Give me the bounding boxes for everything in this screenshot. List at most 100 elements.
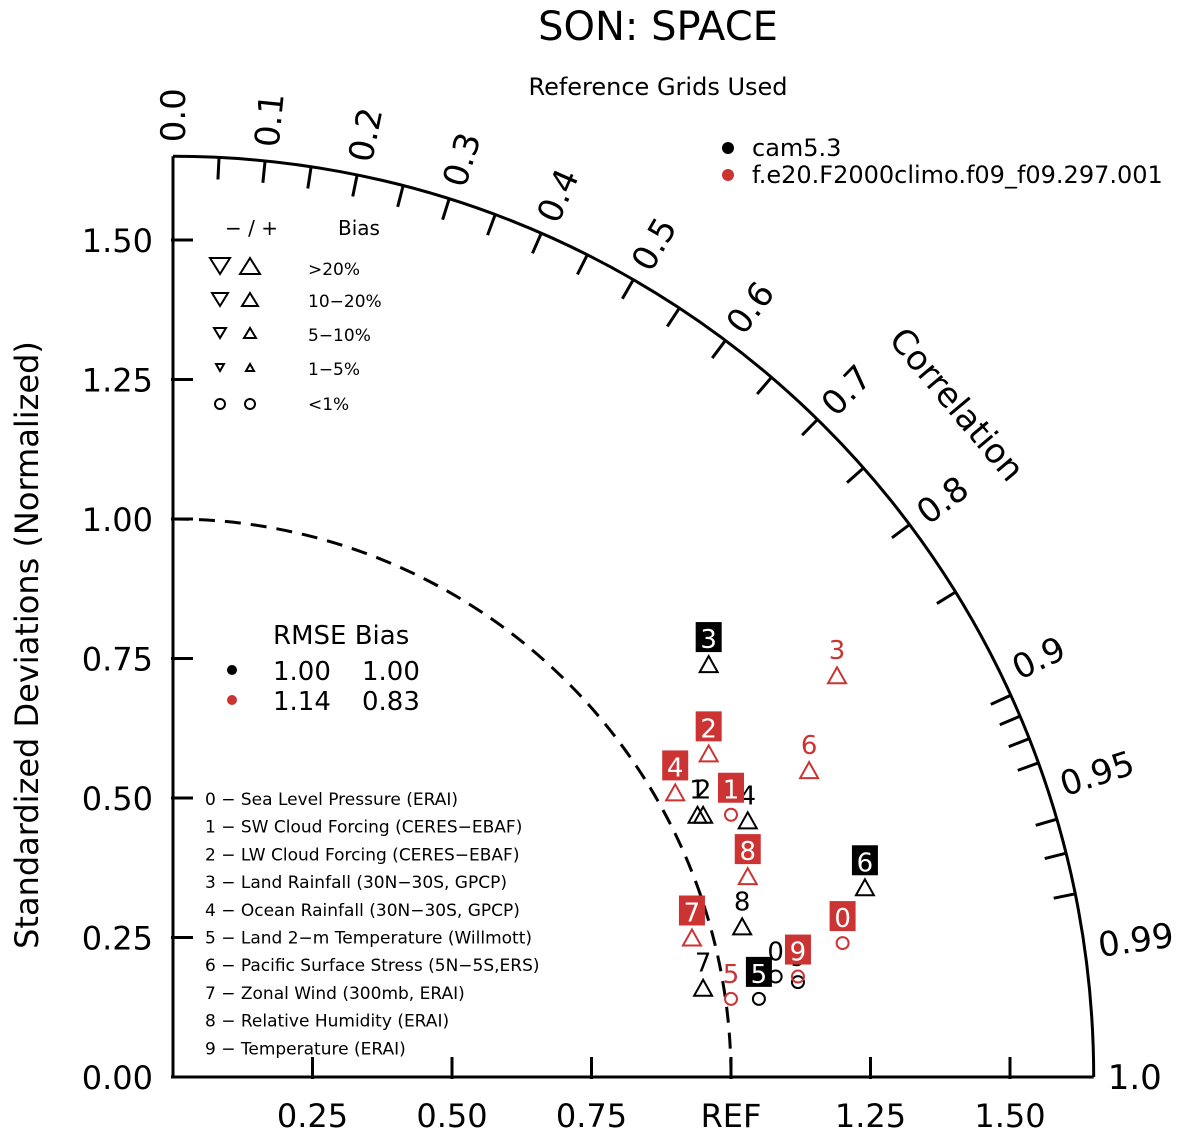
- rmse-value-cam: 1.00: [273, 657, 331, 687]
- bias-legend-row-5: <1%: [308, 395, 349, 415]
- y-tick-label: 1.25: [82, 362, 153, 400]
- point-label: 6: [801, 731, 818, 761]
- bias-legend: − / + Bias >20% 10−20% 5−10% 1−5% <1%: [208, 216, 382, 415]
- corr-tick-label: 0.1: [248, 91, 293, 149]
- correlation-label: Correlation: [881, 320, 1032, 489]
- corr-minor-tick: [990, 693, 1012, 706]
- bias-triangle-marker: [854, 877, 876, 897]
- reference-arc: [172, 517, 733, 1078]
- bias-circle-marker: [751, 991, 766, 1006]
- bias-circle-marker: [790, 975, 805, 990]
- rmse-dot-f: [227, 695, 237, 705]
- bias-legend-sign: − / +: [225, 216, 278, 240]
- point-label: 5: [751, 960, 768, 990]
- chart-title: SON: SPACE: [538, 4, 778, 50]
- bias-up-l-icon: [240, 291, 260, 307]
- x-tick-label: 1.25: [835, 1097, 906, 1135]
- variable-legend-item: 7 − Zonal Wind (300mb, ERAI): [205, 984, 465, 1004]
- point-label: 8: [739, 837, 756, 867]
- y-tick-label: 0.50: [82, 780, 153, 818]
- point-label: 1: [723, 776, 740, 806]
- data-point: 3: [826, 636, 848, 685]
- variable-legend-item: 8 − Relative Humidity (ERAI): [205, 1012, 449, 1032]
- ref-label: REF: [701, 1097, 762, 1135]
- corr-minor-tick: [801, 418, 819, 437]
- bias-triangle-marker: [737, 810, 759, 830]
- point-label: 8: [734, 887, 751, 917]
- model-legend-label-f: f.e20.F2000climo.f09_f09.297.001: [752, 161, 1163, 189]
- corr-minor-tick: [486, 214, 497, 236]
- x-tick-label: 0.50: [416, 1097, 487, 1135]
- bias-legend-row-2: 10−20%: [308, 292, 382, 312]
- rmse-value-f: 1.14: [273, 687, 331, 717]
- tick-labels-group: 0.000.250.500.751.001.251.500.25 0.50 0.75…: [82, 88, 1177, 1135]
- data-point: 4: [662, 750, 689, 802]
- y-tick-label: 1.00: [82, 501, 153, 539]
- point-label-box: [784, 934, 811, 965]
- bias-down-l-icon: [210, 292, 230, 308]
- data-point: 2: [692, 776, 714, 824]
- corr-minor-tick: [261, 160, 267, 183]
- variable-legend-item: 3 − Land Rainfall (30N−30S, GPCP): [205, 873, 507, 893]
- bias-triangle-marker: [731, 916, 753, 936]
- variables-legend: 0 − Sea Level Pressure (ERAI) 1 − SW Clou…: [205, 790, 540, 1059]
- model-legend-dot-cam: [722, 142, 734, 154]
- corr-minor-tick: [936, 590, 957, 605]
- point-label: 3: [700, 625, 717, 655]
- point-label: 9: [790, 938, 807, 968]
- y-tick-label: 0.00: [82, 1059, 153, 1097]
- point-label-box: [662, 750, 689, 781]
- point-label: 3: [829, 636, 846, 666]
- point-label-box: [745, 956, 772, 987]
- point-label-box: [718, 772, 744, 803]
- corr-minor-tick: [531, 232, 543, 254]
- corr-minor-tick: [216, 157, 221, 180]
- point-label: 6: [857, 848, 874, 878]
- axes-group: [171, 154, 1096, 1079]
- variable-legend-item: 6 − Pacific Surface Stress (5N−5S,ERS): [205, 956, 540, 976]
- bias-triangle-marker: [692, 804, 714, 824]
- data-point: 9: [784, 934, 811, 984]
- corr-minor-tick: [1017, 761, 1039, 772]
- data-point: 6: [798, 731, 820, 780]
- bias-legend-row-1: >20%: [308, 260, 360, 280]
- point-label: 5: [723, 960, 740, 990]
- bias-circle-marker: [724, 807, 738, 822]
- data-point: 2: [695, 711, 722, 763]
- bias-triangle-marker: [697, 743, 720, 763]
- data-point: 6: [851, 845, 878, 897]
- bias-up-s-icon: [244, 361, 256, 372]
- corr-tick-label: 0.7: [814, 358, 880, 425]
- corr-minor-tick: [441, 198, 451, 221]
- corr-tick-label: 0.5: [624, 211, 686, 278]
- bias-triangle-marker: [681, 927, 703, 947]
- variable-legend-item: 4 − Ocean Rainfall (30N−30S, GPCP): [205, 901, 520, 921]
- points-group: 01234567890123456789: [662, 622, 878, 1006]
- bias-down-xl-icon: [208, 257, 232, 276]
- data-point: 7: [692, 949, 714, 997]
- bias-circle-pos-icon: [244, 398, 256, 410]
- y-tick-label: 0.75: [82, 641, 153, 679]
- bias-triangle-marker: [697, 654, 720, 674]
- corr-tick-label: 0.4: [529, 163, 587, 229]
- data-point: 1: [718, 772, 744, 822]
- corr-tick-label: 0.9: [1006, 629, 1072, 689]
- outer-arc: [172, 154, 1096, 1078]
- bias-down-s-icon: [214, 363, 226, 374]
- point-label: 1: [689, 776, 706, 806]
- corr-tick-label: 0.2: [341, 104, 391, 165]
- bias-circle-marker: [790, 969, 805, 984]
- variable-legend-item: 0 − Sea Level Pressure (ERAI): [205, 790, 458, 810]
- corr-minor-tick: [891, 523, 911, 539]
- corr-tick-label: 0.0: [154, 88, 194, 142]
- point-label: 2: [700, 714, 717, 744]
- corr-minor-tick: [846, 466, 865, 484]
- corr-minor-tick: [1008, 737, 1030, 749]
- x-tick-label: 1.50: [974, 1097, 1045, 1135]
- x-tick-label: 0.25: [277, 1097, 348, 1135]
- corr-tick-label: 0.99: [1096, 916, 1177, 966]
- bias-legend-row-4: 1−5%: [308, 360, 360, 380]
- bias-triangle-marker: [798, 760, 820, 780]
- bias-triangle-marker: [737, 866, 759, 886]
- corr-minor-tick: [576, 254, 589, 276]
